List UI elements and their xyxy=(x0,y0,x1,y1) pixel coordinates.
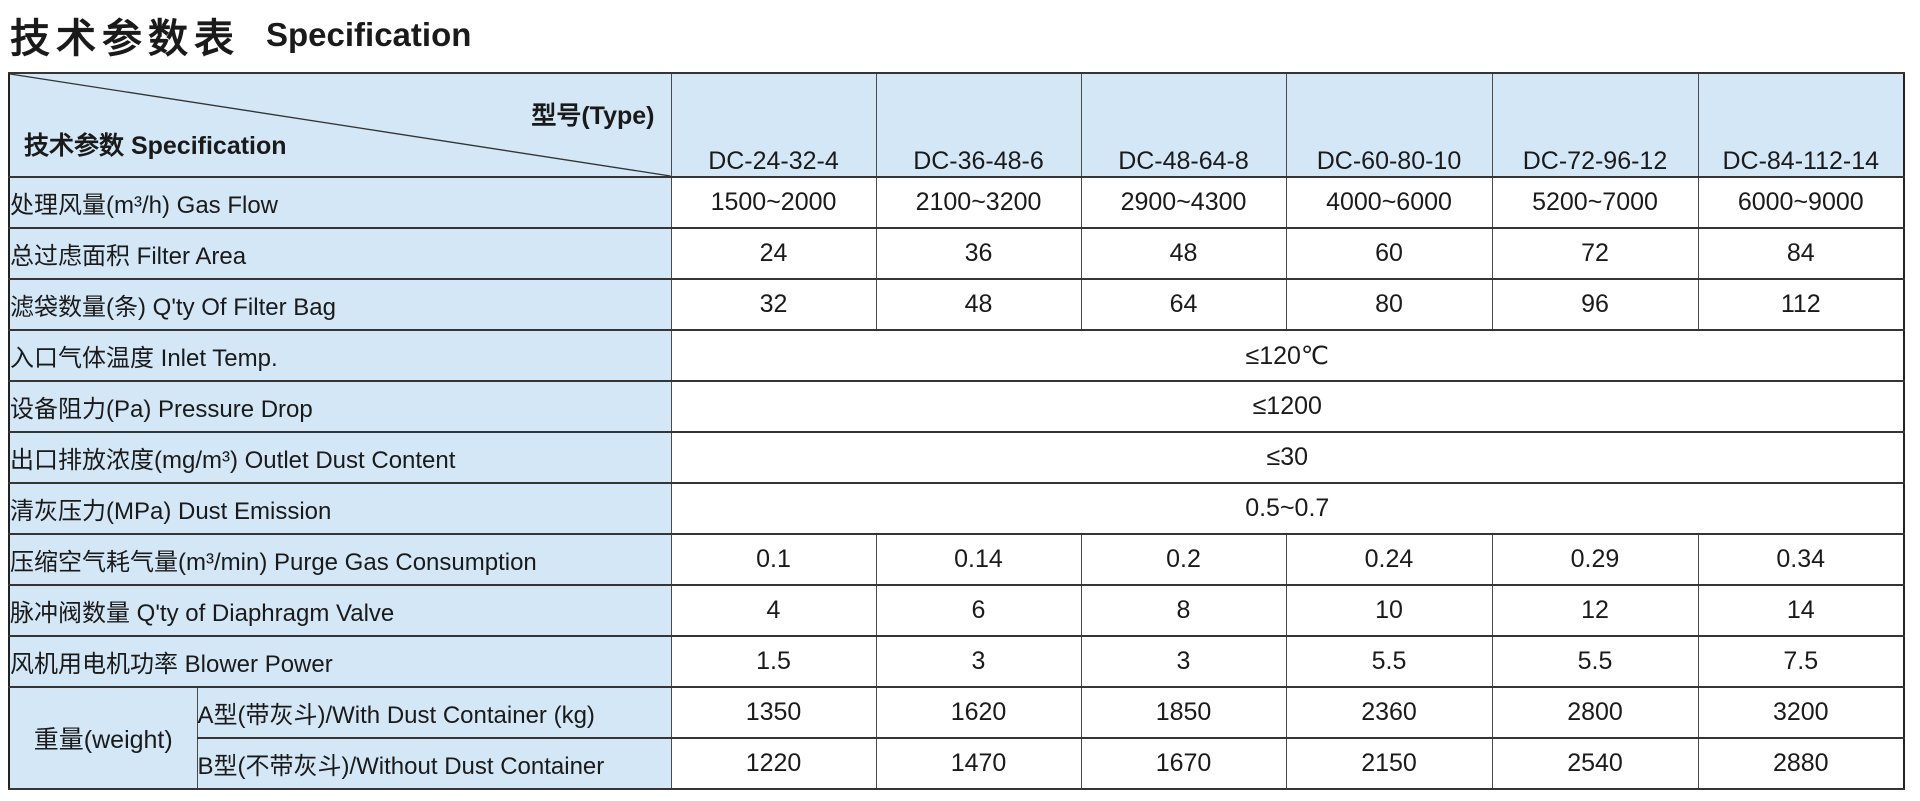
spec-value: 1470 xyxy=(875,737,1082,790)
type-header: DC-72-96-12 xyxy=(1491,72,1699,178)
weight-sub-label: B型(不带灰斗)/Without Dust Container xyxy=(196,737,672,790)
type-header: DC-60-80-10 xyxy=(1285,72,1493,178)
row-filter-area: 总过虑面积 Filter Area 24 36 48 60 72 84 xyxy=(8,227,1905,280)
row-weight-b: B型(不带灰斗)/Without Dust Container 1220 147… xyxy=(9,737,1905,790)
spec-value: 112 xyxy=(1697,278,1905,331)
spec-value: 0.29 xyxy=(1491,533,1699,586)
spec-value: 60 xyxy=(1285,227,1493,280)
spec-value: 1670 xyxy=(1080,737,1287,790)
corner-header-cell: 型号(Type) 技术参数 Specification xyxy=(8,72,672,178)
spec-value: 2880 xyxy=(1697,737,1905,790)
type-header: DC-36-48-6 xyxy=(875,72,1082,178)
row-filter-bag-qty: 滤袋数量(条) Q'ty Of Filter Bag 32 48 64 80 9… xyxy=(8,278,1905,331)
spec-value: 0.14 xyxy=(875,533,1082,586)
spec-value: 4000~6000 xyxy=(1285,176,1493,229)
spec-value: 6 xyxy=(875,584,1082,637)
row-inlet-temp: 入口气体温度 Inlet Temp. ≤120℃ xyxy=(8,329,1905,382)
row-outlet-dust-content: 出口排放浓度(mg/m³) Outlet Dust Content ≤30 xyxy=(8,431,1905,484)
spec-value: 0.1 xyxy=(670,533,877,586)
spec-value: 84 xyxy=(1697,227,1905,280)
param-label: 入口气体温度 Inlet Temp. xyxy=(8,329,672,382)
param-label: 清灰压力(MPa) Dust Emission xyxy=(8,482,672,535)
row-diaphragm-valve-qty: 脉冲阀数量 Q'ty of Diaphragm Valve 4 6 8 10 1… xyxy=(8,584,1905,637)
diagonal-divider-line xyxy=(10,74,671,176)
spec-value: 2540 xyxy=(1491,737,1699,790)
page-title-chinese: 技术参数表 xyxy=(10,17,240,61)
spec-value: 5200~7000 xyxy=(1491,176,1699,229)
spec-value: 1.5 xyxy=(670,635,877,688)
param-label: 总过虑面积 Filter Area xyxy=(8,227,672,280)
spec-value: 80 xyxy=(1285,278,1493,331)
param-label: 出口排放浓度(mg/m³) Outlet Dust Content xyxy=(8,431,672,484)
spec-value: 48 xyxy=(875,278,1082,331)
param-label: 脉冲阀数量 Q'ty of Diaphragm Valve xyxy=(8,584,672,637)
spec-value: 36 xyxy=(875,227,1082,280)
param-label: 处理风量(m³/h) Gas Flow xyxy=(8,176,672,229)
row-weight-a: 重量(weight) A型(带灰斗)/With Dust Container (… xyxy=(8,686,1905,790)
param-label: 压缩空气耗气量(m³/min) Purge Gas Consumption xyxy=(8,533,672,586)
corner-type-label: 型号(Type) xyxy=(531,102,655,130)
param-label: 滤袋数量(条) Q'ty Of Filter Bag xyxy=(8,278,672,331)
spec-value: 2360 xyxy=(1285,686,1493,739)
spec-value: 0.34 xyxy=(1697,533,1905,586)
type-header: DC-24-32-4 xyxy=(670,72,877,178)
spec-value: 8 xyxy=(1080,584,1287,637)
row-gas-flow: 处理风量(m³/h) Gas Flow 1500~2000 2100~3200 … xyxy=(8,176,1905,229)
spec-value: 3200 xyxy=(1697,686,1905,739)
spec-value: 72 xyxy=(1491,227,1699,280)
spec-value: 0.24 xyxy=(1285,533,1493,586)
weight-group-label: 重量(weight) xyxy=(8,686,198,790)
spec-value: 96 xyxy=(1491,278,1699,331)
header-row: 型号(Type) 技术参数 Specification DC-24-32-4 D… xyxy=(8,72,1905,178)
spec-value: 1620 xyxy=(875,686,1082,739)
spec-value: 24 xyxy=(670,227,877,280)
weight-sub-label: A型(带灰斗)/With Dust Container (kg) xyxy=(196,686,672,739)
spec-value: 2800 xyxy=(1491,686,1699,739)
spec-value: 2150 xyxy=(1285,737,1493,790)
spec-value: 5.5 xyxy=(1285,635,1493,688)
spec-value: 0.2 xyxy=(1080,533,1287,586)
spec-value: 2100~3200 xyxy=(875,176,1082,229)
row-dust-emission: 清灰压力(MPa) Dust Emission 0.5~0.7 xyxy=(8,482,1905,535)
spec-value: 3 xyxy=(875,635,1082,688)
spec-value-merged: 0.5~0.7 xyxy=(670,482,1905,535)
spec-value-merged: ≤120℃ xyxy=(670,329,1905,382)
spec-value: 2900~4300 xyxy=(1080,176,1287,229)
spec-value: 1500~2000 xyxy=(670,176,877,229)
spec-value: 48 xyxy=(1080,227,1287,280)
spec-value: 12 xyxy=(1491,584,1699,637)
spec-value: 10 xyxy=(1285,584,1493,637)
spec-value: 4 xyxy=(670,584,877,637)
row-purge-gas-consumption: 压缩空气耗气量(m³/min) Purge Gas Consumption 0.… xyxy=(8,533,1905,586)
specification-table: 型号(Type) 技术参数 Specification DC-24-32-4 D… xyxy=(8,72,1905,790)
param-label: 风机用电机功率 Blower Power xyxy=(8,635,672,688)
type-header: DC-84-112-14 xyxy=(1697,72,1905,178)
spec-value: 32 xyxy=(670,278,877,331)
spec-value: 14 xyxy=(1697,584,1905,637)
spec-value: 3 xyxy=(1080,635,1287,688)
spec-value: 5.5 xyxy=(1491,635,1699,688)
spec-value: 1850 xyxy=(1080,686,1287,739)
spec-value: 64 xyxy=(1080,278,1287,331)
row-pressure-drop: 设备阻力(Pa) Pressure Drop ≤1200 xyxy=(8,380,1905,433)
row-blower-power: 风机用电机功率 Blower Power 1.5 3 3 5.5 5.5 7.5 xyxy=(8,635,1905,688)
spec-value-merged: ≤1200 xyxy=(670,380,1905,433)
spec-value: 7.5 xyxy=(1697,635,1905,688)
spec-value: 6000~9000 xyxy=(1697,176,1905,229)
type-header: DC-48-64-8 xyxy=(1080,72,1287,178)
spec-value-merged: ≤30 xyxy=(670,431,1905,484)
page-title: 技术参数表 Specification xyxy=(10,6,1920,64)
corner-spec-label: 技术参数 Specification xyxy=(24,132,287,160)
page-title-english: Specification xyxy=(266,16,472,53)
spec-value: 1350 xyxy=(670,686,877,739)
spec-value: 1220 xyxy=(670,737,877,790)
param-label: 设备阻力(Pa) Pressure Drop xyxy=(8,380,672,433)
